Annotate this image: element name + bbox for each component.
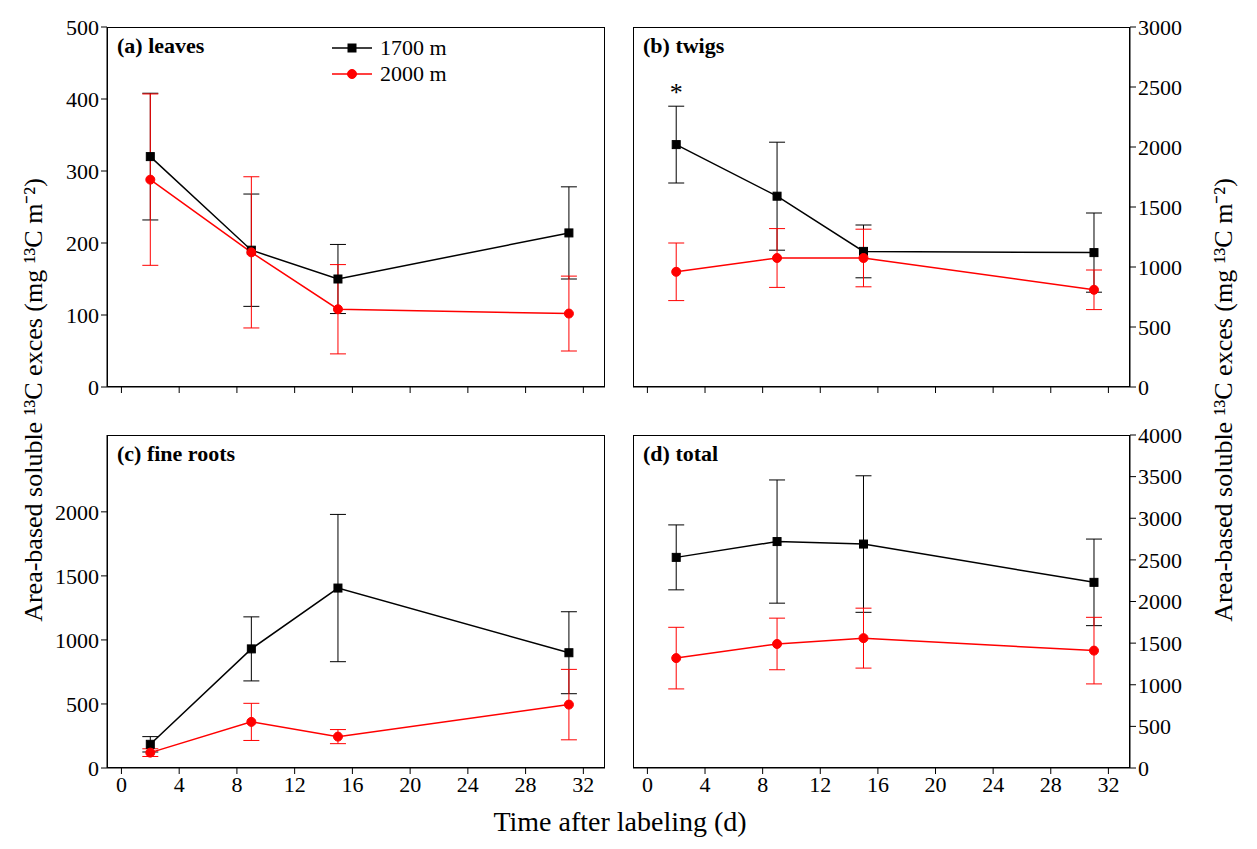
svg-text:1000: 1000 [1138,673,1182,698]
svg-text:32: 32 [1097,772,1119,797]
svg-text:8: 8 [231,772,242,797]
html-text:(b) twigs: (b) twigs [643,33,725,58]
svg-text:300: 300 [66,159,99,184]
svg-text:500: 500 [1138,315,1171,340]
svg-text:12: 12 [284,772,306,797]
svg-text:0: 0 [116,772,127,797]
svg-text:1000: 1000 [1138,255,1182,280]
svg-text:*: * [670,78,683,107]
html-text:(d) total: (d) total [643,441,719,466]
svg-text:2000: 2000 [1138,135,1182,160]
svg-text:1500: 1500 [55,564,99,589]
svg-text:16: 16 [341,772,363,797]
svg-text:2000: 2000 [1138,589,1182,614]
svg-text:2500: 2500 [1138,548,1182,573]
html-text:(a) leaves: (a) leaves [117,33,205,58]
svg-text:8: 8 [757,772,768,797]
svg-text:0: 0 [88,756,99,781]
svg-text:12: 12 [809,772,831,797]
svg-text:1500: 1500 [1138,195,1182,220]
svg-text:2500: 2500 [1138,75,1182,100]
svg-text:2000: 2000 [55,500,99,525]
svg-text:500: 500 [66,15,99,40]
svg-text:500: 500 [1138,714,1171,739]
svg-text:200: 200 [66,231,99,256]
html-text:1700 m: 1700 m [380,35,447,60]
html-text:Area-based soluble ¹³C exces (: Area-based soluble ¹³C exces (mg ¹³C m⁻²… [19,178,48,622]
svg-text:100: 100 [66,303,99,328]
svg-text:24: 24 [982,772,1004,797]
html-text:2000 m: 2000 m [380,61,447,86]
svg-text:4: 4 [174,772,185,797]
svg-text:16: 16 [867,772,889,797]
svg-text:0: 0 [642,772,653,797]
svg-text:20: 20 [399,772,421,797]
html-text:(c) fine roots: (c) fine roots [117,441,236,466]
svg-text:32: 32 [572,772,594,797]
svg-text:500: 500 [66,692,99,717]
svg-text:3500: 3500 [1138,464,1182,489]
svg-text:20: 20 [925,772,947,797]
svg-text:0: 0 [1138,756,1149,781]
svg-text:3000: 3000 [1138,506,1182,531]
svg-text:0: 0 [1138,375,1149,400]
svg-text:1500: 1500 [1138,631,1182,656]
html-text:Area-based soluble ¹³C exces (: Area-based soluble ¹³C exces (mg ¹³C m⁻²… [1209,178,1238,622]
svg-text:28: 28 [515,772,537,797]
svg-text:4000: 4000 [1138,423,1182,448]
svg-text:3000: 3000 [1138,15,1182,40]
html-text:Time after labeling (d): Time after labeling (d) [493,806,747,837]
svg-text:24: 24 [457,772,479,797]
svg-text:0: 0 [88,375,99,400]
svg-text:1000: 1000 [55,628,99,653]
svg-text:28: 28 [1040,772,1062,797]
svg-text:4: 4 [700,772,711,797]
svg-text:400: 400 [66,87,99,112]
